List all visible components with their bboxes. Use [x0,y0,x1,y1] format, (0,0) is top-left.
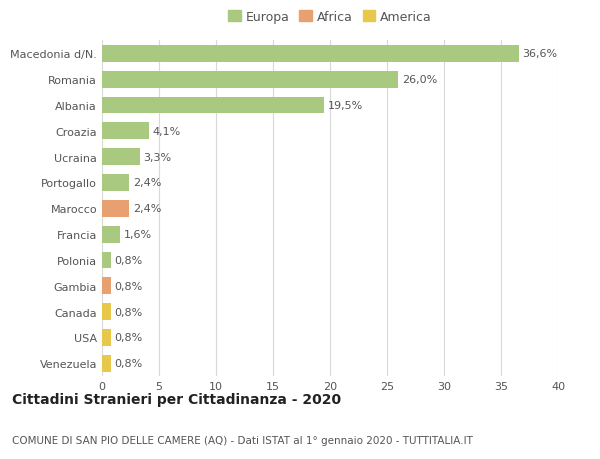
Bar [102,252,111,269]
Bar [102,149,140,166]
Bar [102,330,111,346]
Text: 0,8%: 0,8% [115,333,143,343]
Bar [102,201,130,217]
Bar [102,355,111,372]
Text: 0,8%: 0,8% [115,358,143,369]
Text: 36,6%: 36,6% [523,49,558,59]
Bar [102,303,111,320]
Text: 26,0%: 26,0% [402,75,437,85]
Text: 2,4%: 2,4% [133,204,161,214]
Text: 0,8%: 0,8% [115,255,143,265]
Text: 1,6%: 1,6% [124,230,152,240]
Text: 4,1%: 4,1% [152,127,181,136]
Text: 0,8%: 0,8% [115,281,143,291]
Bar [102,46,519,62]
Text: 2,4%: 2,4% [133,178,161,188]
Legend: Europa, Africa, America: Europa, Africa, America [226,9,434,27]
Bar [102,175,130,191]
Text: 3,3%: 3,3% [143,152,171,162]
Text: 0,8%: 0,8% [115,307,143,317]
Text: 19,5%: 19,5% [328,101,363,111]
Bar [102,278,111,295]
Bar [102,123,149,140]
Bar [102,226,120,243]
Text: COMUNE DI SAN PIO DELLE CAMERE (AQ) - Dati ISTAT al 1° gennaio 2020 - TUTTITALIA: COMUNE DI SAN PIO DELLE CAMERE (AQ) - Da… [12,435,473,445]
Text: Cittadini Stranieri per Cittadinanza - 2020: Cittadini Stranieri per Cittadinanza - 2… [12,392,341,406]
Bar [102,97,325,114]
Bar [102,72,398,88]
